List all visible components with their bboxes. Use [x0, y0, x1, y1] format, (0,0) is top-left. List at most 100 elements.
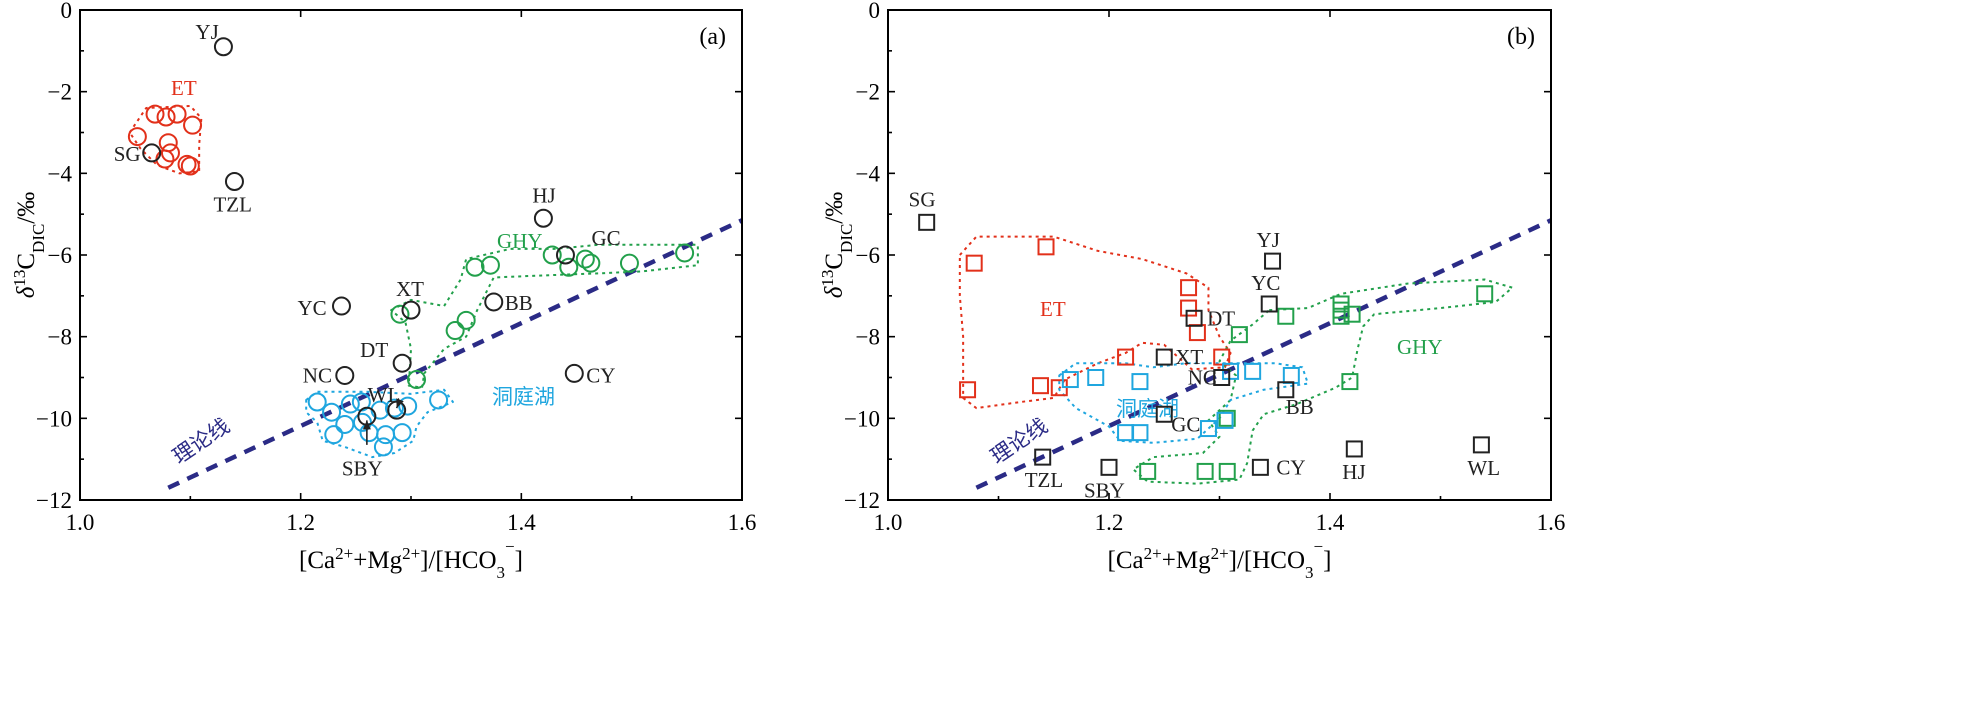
site-label-sby: SBY — [1084, 478, 1125, 502]
dongting-marker — [324, 425, 344, 445]
site-label-cy: CY — [1276, 455, 1305, 479]
dongting-marker — [1199, 420, 1217, 438]
ghy-marker — [559, 257, 579, 277]
site-marker-bb — [1277, 381, 1295, 399]
dongting-marker — [335, 414, 355, 434]
ghy-marker — [1476, 285, 1494, 303]
x-tick-label: 1.4 — [507, 510, 536, 535]
ghy-marker — [581, 253, 601, 273]
ghy-marker — [542, 245, 562, 265]
site-label-yc: YC — [297, 296, 326, 320]
site-label-nc: NC — [1188, 366, 1217, 390]
et-marker — [1037, 238, 1055, 256]
group-label-et: ET — [171, 76, 197, 100]
site-label-gc: GC — [591, 226, 620, 250]
site-label-sg: SG — [909, 187, 936, 211]
site-label-hj: HJ — [1342, 460, 1365, 484]
y-tick-label: −10 — [844, 406, 880, 431]
site-label-cy: CY — [586, 363, 615, 387]
dongting-marker — [376, 425, 396, 445]
et-marker — [160, 143, 180, 163]
panel-a-ylabel: δ13CDIC/‰ — [10, 192, 48, 299]
arrow-head — [396, 398, 404, 409]
x-tick-label: 1.2 — [286, 510, 315, 535]
site-marker-sg — [142, 143, 162, 163]
site-marker-dt — [1185, 309, 1203, 327]
dongting-marker — [1282, 366, 1300, 384]
site-marker-xt — [401, 300, 421, 320]
y-tick-label: −12 — [36, 488, 72, 513]
site-label-bb: BB — [505, 291, 533, 315]
y-tick-label: −6 — [48, 243, 72, 268]
site-marker-yc — [331, 296, 351, 316]
et-marker — [965, 254, 983, 272]
site-marker-nc — [335, 365, 355, 385]
theory-line — [975, 218, 1552, 490]
y-tick-label: −8 — [48, 325, 72, 350]
ghy-marker — [1332, 307, 1350, 325]
site-label-gc: GC — [1171, 412, 1200, 436]
site-label-tzl: TZL — [1025, 468, 1063, 492]
site-label-sby: SBY — [342, 456, 383, 480]
dongting-marker — [1131, 424, 1149, 442]
site-label-xt: XT — [396, 277, 424, 301]
et-marker — [1188, 324, 1206, 342]
y-tick-label: 0 — [869, 0, 881, 23]
site-marker-tzl — [224, 172, 244, 191]
group-outline-et — [128, 104, 203, 175]
dongting-marker — [1087, 369, 1105, 386]
ghy-marker — [465, 257, 485, 277]
site-marker-yc — [1260, 295, 1278, 313]
group-outline-ghy — [1132, 278, 1514, 485]
dongting-marker — [398, 396, 418, 416]
site-marker-tzl — [1034, 448, 1052, 466]
dongting-marker — [340, 394, 360, 414]
site-label-sg: SG — [114, 142, 141, 166]
ghy-marker — [675, 243, 695, 263]
group-label-dongting: 洞庭湖 — [1116, 397, 1179, 421]
x-tick-label: 1.6 — [1537, 510, 1566, 535]
theory-line-label: 理论线 — [168, 414, 234, 469]
ghy-marker — [1139, 462, 1157, 480]
panel-b: [Ca2++Mg2+]/[HCO3−] δ13CDIC/‰ (b) 0 −2 −4 −… — [818, 0, 1566, 582]
site-label-nc: NC — [303, 363, 332, 387]
et-marker — [1180, 279, 1198, 297]
group-outline-dongting — [305, 388, 454, 459]
et-marker — [1180, 299, 1198, 317]
et-marker — [959, 381, 977, 399]
ghy-marker — [1277, 307, 1295, 325]
dongting-marker — [322, 402, 342, 422]
site-label-bb: BB — [1286, 395, 1314, 419]
x-tick-label: 1.0 — [66, 510, 95, 535]
dongting-marker — [1061, 371, 1079, 389]
et-marker — [1213, 348, 1231, 366]
et-marker — [167, 104, 187, 124]
site-marker-hj — [1345, 440, 1363, 458]
dongting-marker — [392, 423, 412, 443]
ghy-marker — [390, 304, 410, 324]
ghy-marker — [407, 370, 427, 390]
ghy-marker — [1218, 462, 1236, 480]
et-marker — [145, 104, 165, 124]
site-marker-sby — [1100, 458, 1118, 476]
group-label-dongting: 洞庭湖 — [492, 385, 555, 409]
site-marker-dt — [392, 353, 412, 373]
site-marker-hj — [533, 208, 553, 228]
panel-a-label: (a) — [699, 24, 726, 50]
site-label-dt: DT — [1207, 306, 1235, 330]
y-tick-label: −2 — [856, 80, 880, 105]
ghy-marker — [456, 310, 476, 330]
et-marker — [1031, 377, 1049, 395]
site-marker-yj — [1264, 252, 1282, 270]
site-label-xt: XT — [1175, 345, 1203, 369]
site-marker-cy — [1251, 458, 1269, 476]
y-tick-label: −12 — [844, 488, 880, 513]
ghy-marker — [1230, 326, 1248, 344]
group-label-et: ET — [1040, 297, 1066, 321]
y-tick-label: −4 — [856, 161, 881, 186]
ghy-marker — [445, 321, 465, 341]
site-marker-cy — [564, 363, 584, 383]
site-marker-xt — [1155, 348, 1173, 366]
et-marker — [156, 107, 176, 127]
